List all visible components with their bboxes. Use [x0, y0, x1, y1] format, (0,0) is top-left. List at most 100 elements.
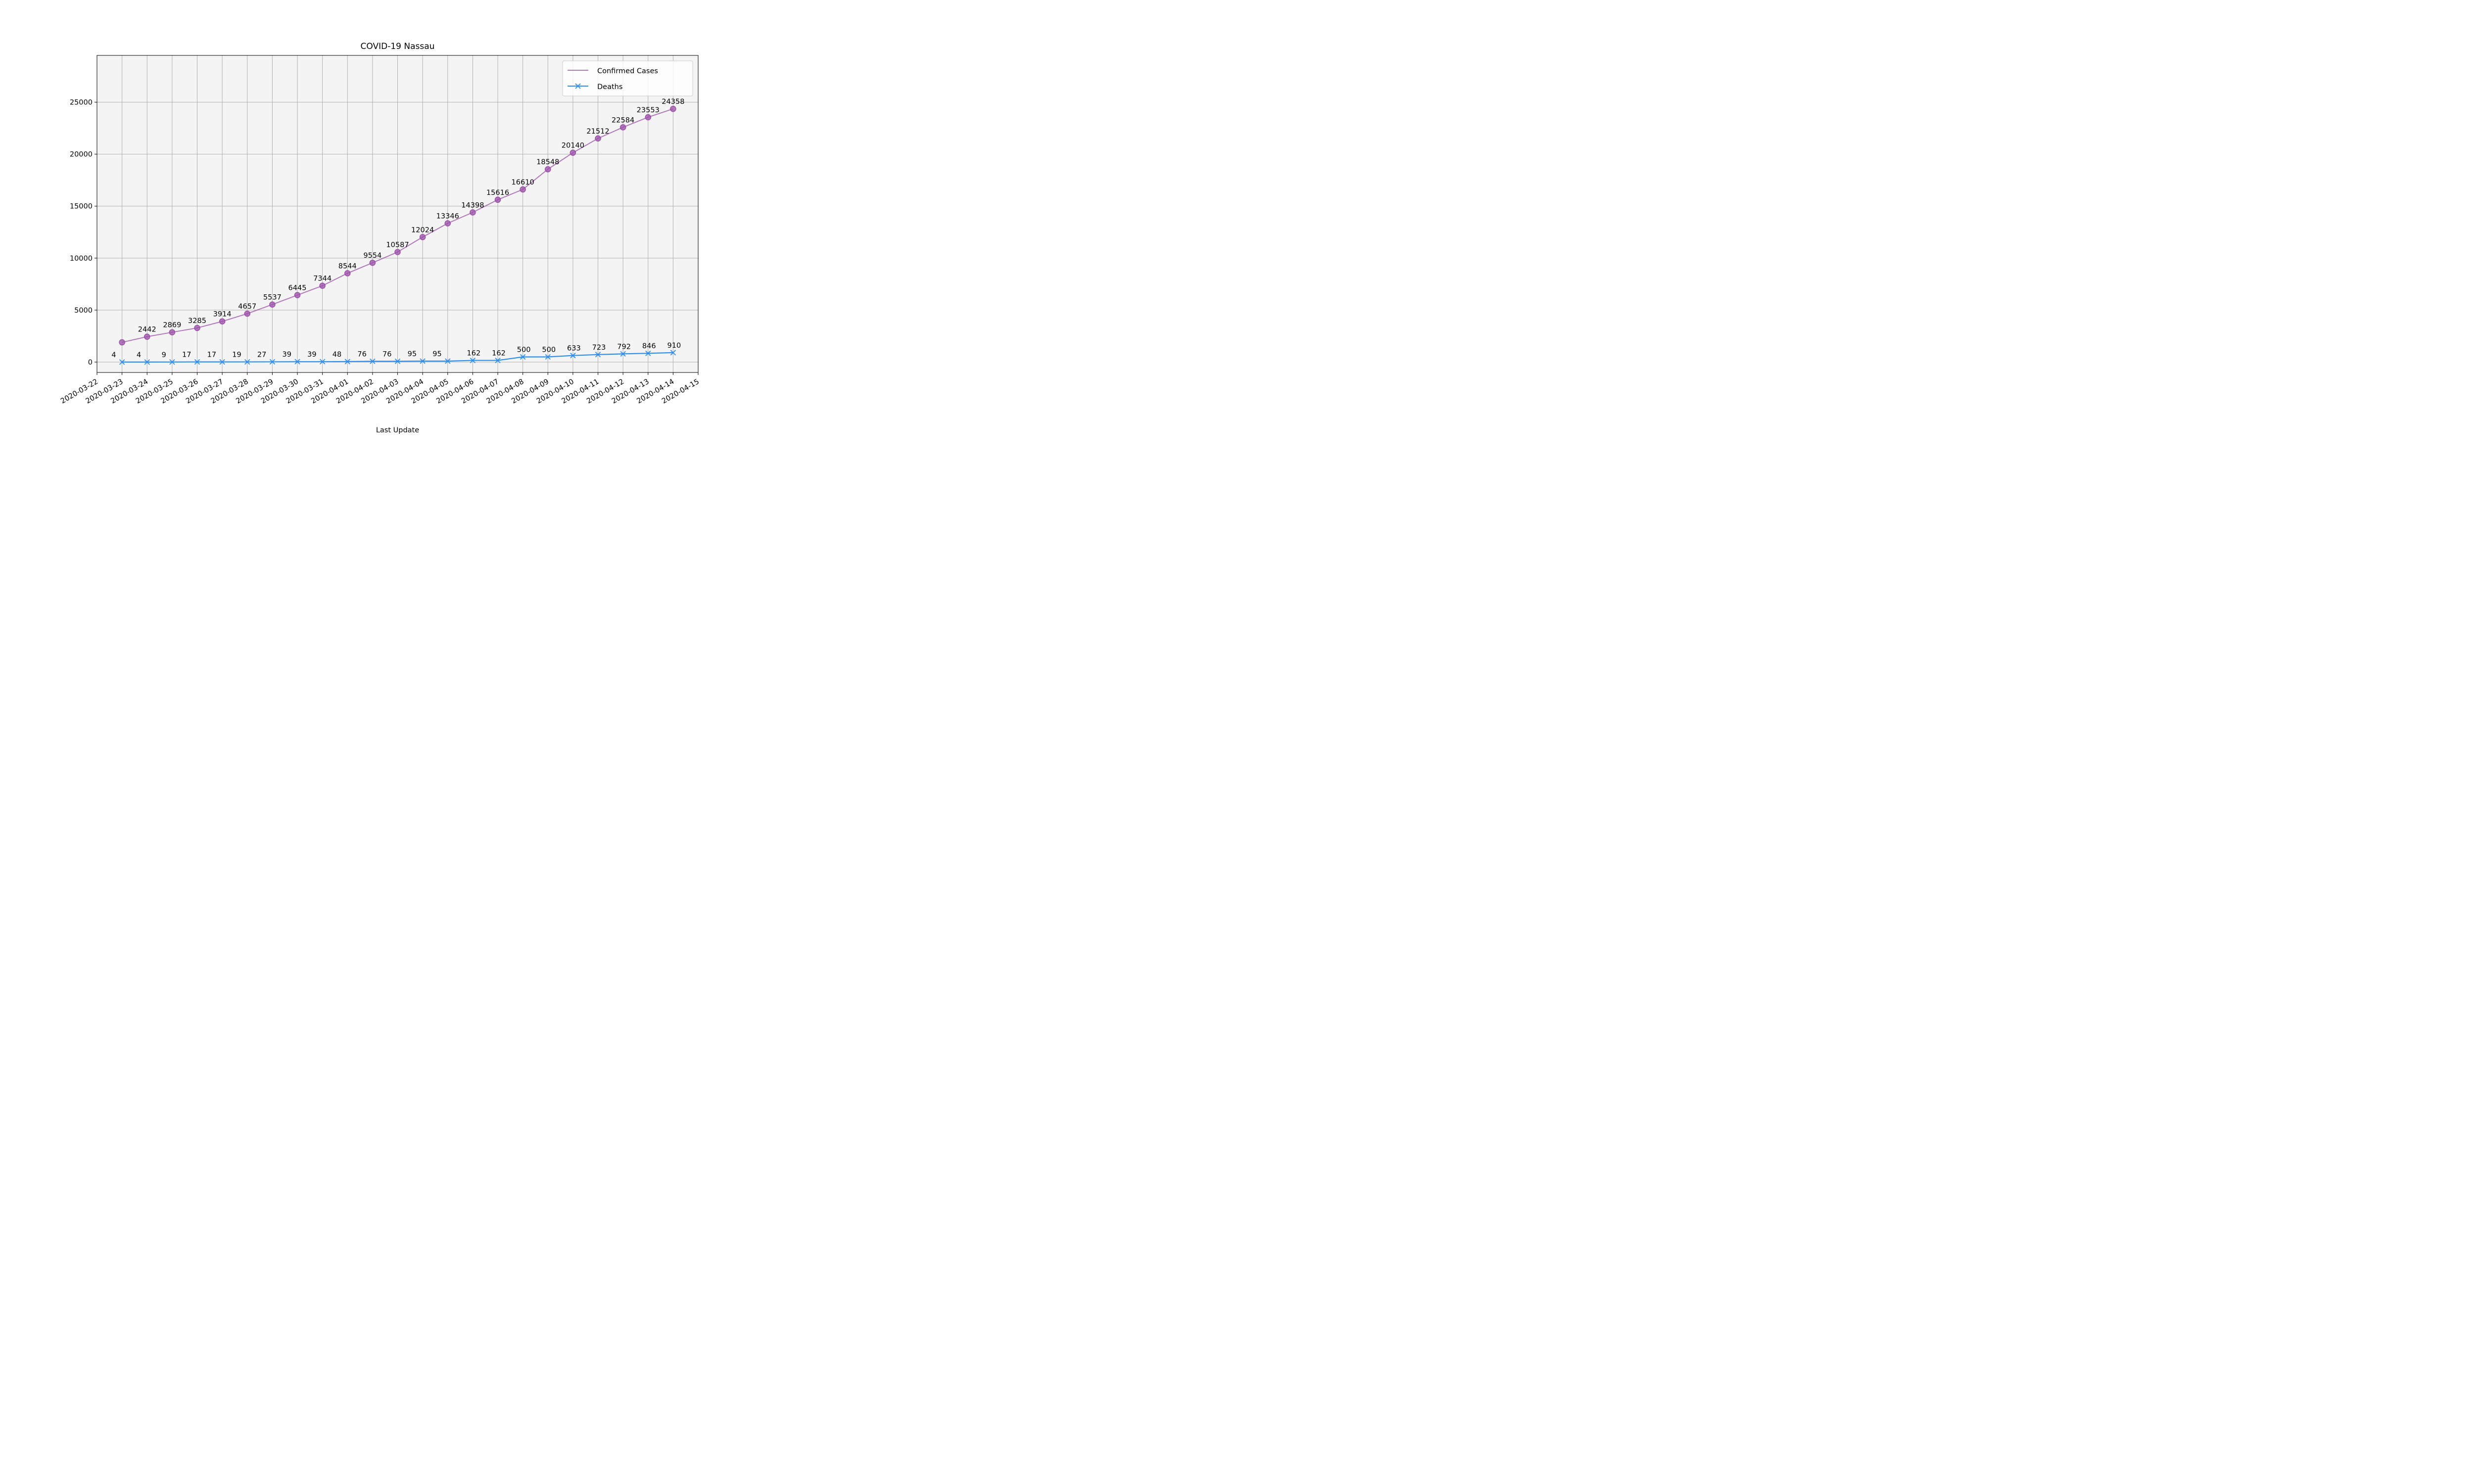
data-label: 16610 [512, 179, 534, 186]
y-tick-label: 25000 [70, 99, 93, 107]
data-point [470, 357, 476, 364]
data-point [645, 350, 651, 356]
data-label: 24358 [662, 98, 684, 106]
data-label: 17 [207, 351, 216, 359]
data-point [194, 325, 200, 331]
data-label: 15616 [486, 189, 509, 197]
data-point [545, 166, 551, 173]
data-label: 9554 [363, 252, 381, 260]
data-label: 7344 [313, 275, 332, 283]
data-label: 910 [667, 342, 681, 350]
data-point [470, 209, 476, 216]
data-label: 39 [283, 351, 291, 359]
legend-marker [575, 83, 581, 89]
data-label: 39 [307, 351, 316, 359]
y-tick-label: 5000 [74, 307, 93, 315]
data-label: 95 [432, 350, 441, 358]
data-label: 9 [162, 351, 166, 359]
data-label: 633 [567, 345, 581, 353]
data-point [420, 358, 426, 364]
data-point [520, 354, 526, 360]
data-point [119, 359, 125, 365]
data-point [269, 301, 276, 308]
data-label: 3285 [188, 317, 206, 325]
chart: 2442 2869 3285 3914 4657 5537 6445 7344 8544 9554… [59, 42, 701, 434]
data-point [169, 359, 175, 365]
data-label: 4657 [238, 303, 256, 311]
data-point [670, 350, 676, 356]
data-point [169, 329, 176, 335]
data-label: 20140 [562, 142, 584, 150]
grid [96, 55, 699, 372]
data-label: 14398 [461, 201, 484, 209]
data-point [419, 234, 426, 240]
series-layer: 2442 2869 3285 3914 4657 5537 6445 7344 8544 9554… [111, 98, 684, 365]
data-point [244, 359, 250, 365]
legend-item: Deaths [568, 83, 622, 91]
series-deaths: 4 4 9 17 17 19 27 39 39 48 76 76 95 95 162 162 500 500 633… [111, 342, 681, 365]
data-label: 162 [467, 350, 481, 358]
data-point [545, 354, 551, 360]
data-point [620, 351, 626, 357]
data-label: 4 [137, 351, 141, 359]
data-point [319, 359, 326, 365]
legend-item: Confirmed Cases [568, 67, 658, 75]
data-point [319, 282, 326, 289]
data-point [144, 359, 150, 365]
data-label: 23553 [637, 106, 660, 114]
data-point [645, 114, 651, 121]
data-label: 13346 [436, 212, 459, 220]
data-point [294, 359, 300, 365]
data-point [244, 310, 250, 317]
data-label: 95 [408, 350, 417, 358]
data-label: 22584 [612, 116, 634, 124]
data-point [495, 357, 501, 364]
data-point [394, 358, 401, 365]
data-label: 4 [111, 351, 116, 359]
legend-label: Deaths [597, 83, 622, 91]
data-label: 27 [257, 351, 266, 359]
data-point [194, 359, 200, 365]
data-label: 846 [642, 342, 656, 350]
data-label: 18548 [536, 158, 559, 166]
data-point [344, 359, 350, 365]
data-point [269, 359, 276, 365]
y-tick-label: 10000 [70, 255, 93, 263]
data-label: 76 [357, 350, 366, 358]
data-point [119, 339, 125, 346]
data-label: 21512 [586, 128, 609, 136]
data-label: 19 [232, 351, 241, 359]
x-axis-label: Last Update [376, 426, 419, 434]
data-label: 500 [542, 346, 556, 354]
data-point [344, 270, 351, 277]
data-point [494, 196, 501, 203]
data-point [619, 124, 626, 131]
data-point [369, 259, 376, 266]
data-point [219, 359, 225, 365]
data-point [570, 149, 576, 156]
data-label: 792 [617, 343, 631, 351]
legend-box [562, 60, 693, 96]
data-point [219, 318, 226, 325]
legend: Confirmed Cases Deaths [562, 60, 693, 96]
data-point [294, 292, 301, 298]
data-label: 48 [333, 351, 341, 359]
data-point [595, 352, 601, 358]
data-point [144, 333, 150, 340]
data-label: 162 [492, 350, 506, 358]
data-point [670, 105, 676, 112]
data-point [394, 249, 401, 255]
data-label: 2442 [138, 326, 156, 334]
data-label: 723 [592, 344, 606, 352]
chart-title: COVID-19 Nassau [361, 42, 435, 51]
y-tick-label: 0 [88, 359, 93, 367]
data-label: 3914 [213, 311, 232, 319]
data-point [520, 186, 526, 193]
data-label: 76 [382, 350, 391, 358]
data-label: 12024 [411, 226, 434, 234]
legend-label: Confirmed Cases [597, 67, 658, 75]
data-label: 8544 [338, 262, 357, 270]
data-label: 5537 [263, 294, 282, 302]
data-label: 10587 [386, 241, 409, 249]
data-label: 17 [182, 351, 191, 359]
